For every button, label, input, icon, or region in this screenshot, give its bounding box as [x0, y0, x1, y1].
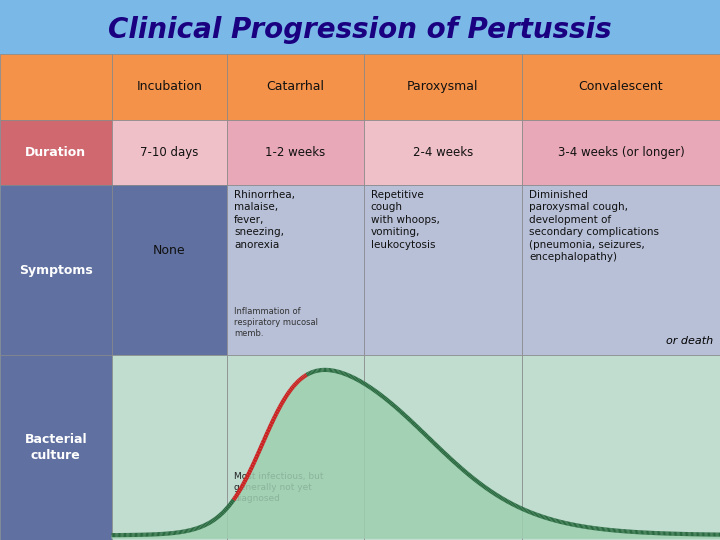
- Text: Duration: Duration: [25, 146, 86, 159]
- Text: Clinical Progression of Pertussis: Clinical Progression of Pertussis: [108, 16, 612, 44]
- Text: Convalescent: Convalescent: [579, 80, 663, 93]
- Bar: [522, 120, 720, 185]
- Bar: [0, 355, 112, 540]
- Bar: [227, 54, 364, 120]
- Text: Repetitive
cough
with whoops,
vomiting,
leukocytosis: Repetitive cough with whoops, vomiting, …: [371, 190, 440, 249]
- Text: 3-4 weeks (or longer): 3-4 weeks (or longer): [557, 146, 685, 159]
- Bar: [522, 54, 720, 120]
- Bar: [364, 54, 522, 120]
- Bar: [227, 185, 364, 355]
- Bar: [522, 185, 720, 355]
- Text: 7-10 days: 7-10 days: [140, 146, 199, 159]
- Text: Rhinorrhea,
malaise,
fever,
sneezing,
anorexia: Rhinorrhea, malaise, fever, sneezing, an…: [234, 190, 295, 249]
- Text: None: None: [153, 244, 186, 258]
- Bar: [522, 355, 720, 540]
- Text: Symptoms: Symptoms: [19, 264, 93, 277]
- Text: Incubation: Incubation: [136, 80, 202, 93]
- Bar: [0, 120, 112, 185]
- Bar: [112, 355, 227, 540]
- Text: Paroxysmal: Paroxysmal: [407, 80, 479, 93]
- Bar: [364, 355, 522, 540]
- Bar: [0, 54, 112, 120]
- Text: Diminished
paroxysmal cough,
development of
secondary complications
(pneumonia, : Diminished paroxysmal cough, development…: [529, 190, 660, 262]
- Bar: [227, 120, 364, 185]
- Text: 2-4 weeks: 2-4 weeks: [413, 146, 473, 159]
- Bar: [227, 355, 364, 540]
- Text: Catarrhal: Catarrhal: [266, 80, 324, 93]
- Text: Bacterial
culture: Bacterial culture: [24, 433, 87, 462]
- Bar: [364, 120, 522, 185]
- Text: Most infectious, but
generally not yet
diagnosed: Most infectious, but generally not yet d…: [234, 472, 323, 503]
- Bar: [112, 120, 227, 185]
- Bar: [364, 185, 522, 355]
- Bar: [112, 185, 227, 355]
- Bar: [0, 185, 112, 355]
- Text: 1-2 weeks: 1-2 weeks: [265, 146, 325, 159]
- Bar: [112, 54, 227, 120]
- Text: or death: or death: [666, 335, 713, 346]
- Text: Inflammation of
respiratory mucosal
memb.: Inflammation of respiratory mucosal memb…: [234, 307, 318, 338]
